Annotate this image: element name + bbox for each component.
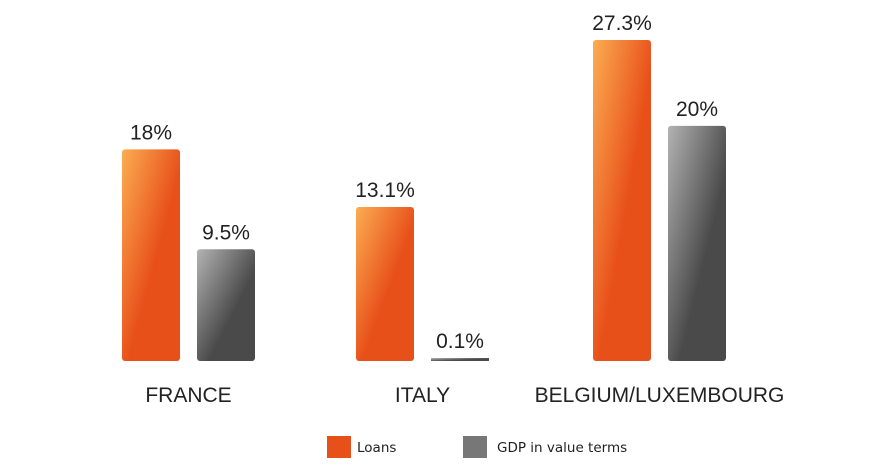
bar-loans-belgium-luxembourg xyxy=(593,40,651,361)
bar-gdp-in-value-terms-france xyxy=(197,249,255,361)
bars-group xyxy=(122,40,726,361)
legend-swatch-loans xyxy=(327,436,351,458)
bar-gdp-in-value-terms-italy xyxy=(431,358,489,361)
value-label-gdp-in-value-terms-france: 9.5% xyxy=(202,221,250,244)
bar-loans-france xyxy=(122,149,180,361)
legend-label-loans: Loans xyxy=(357,440,396,456)
category-label-france: FRANCE xyxy=(145,384,231,407)
value-label-gdp-in-value-terms-italy: 0.1% xyxy=(436,330,484,353)
legend: Loans GDP in value terms xyxy=(327,436,627,458)
value-label-gdp-in-value-terms-belgium-luxembourg: 20% xyxy=(676,98,718,121)
category-label-italy: ITALY xyxy=(395,384,450,407)
value-label-loans-italy: 13.1% xyxy=(355,179,415,202)
category-label-belgium-luxembourg: BELGIUM/LUXEMBOURG xyxy=(535,384,785,407)
value-labels-group: 18% 9.5% 13.1% 0.1% 27.3% 20% xyxy=(130,12,718,353)
legend-swatch-gdp-in-value-terms xyxy=(463,436,487,458)
legend-label-gdp-in-value-terms: GDP in value terms xyxy=(497,440,627,456)
category-labels-group: FRANCE ITALY BELGIUM/LUXEMBOURG xyxy=(145,384,784,407)
bar-loans-italy xyxy=(356,206,414,361)
bar-gdp-in-value-terms-belgium-luxembourg xyxy=(668,125,726,361)
value-label-loans-belgium-luxembourg: 27.3% xyxy=(592,12,652,35)
value-label-loans-france: 18% xyxy=(130,121,172,144)
